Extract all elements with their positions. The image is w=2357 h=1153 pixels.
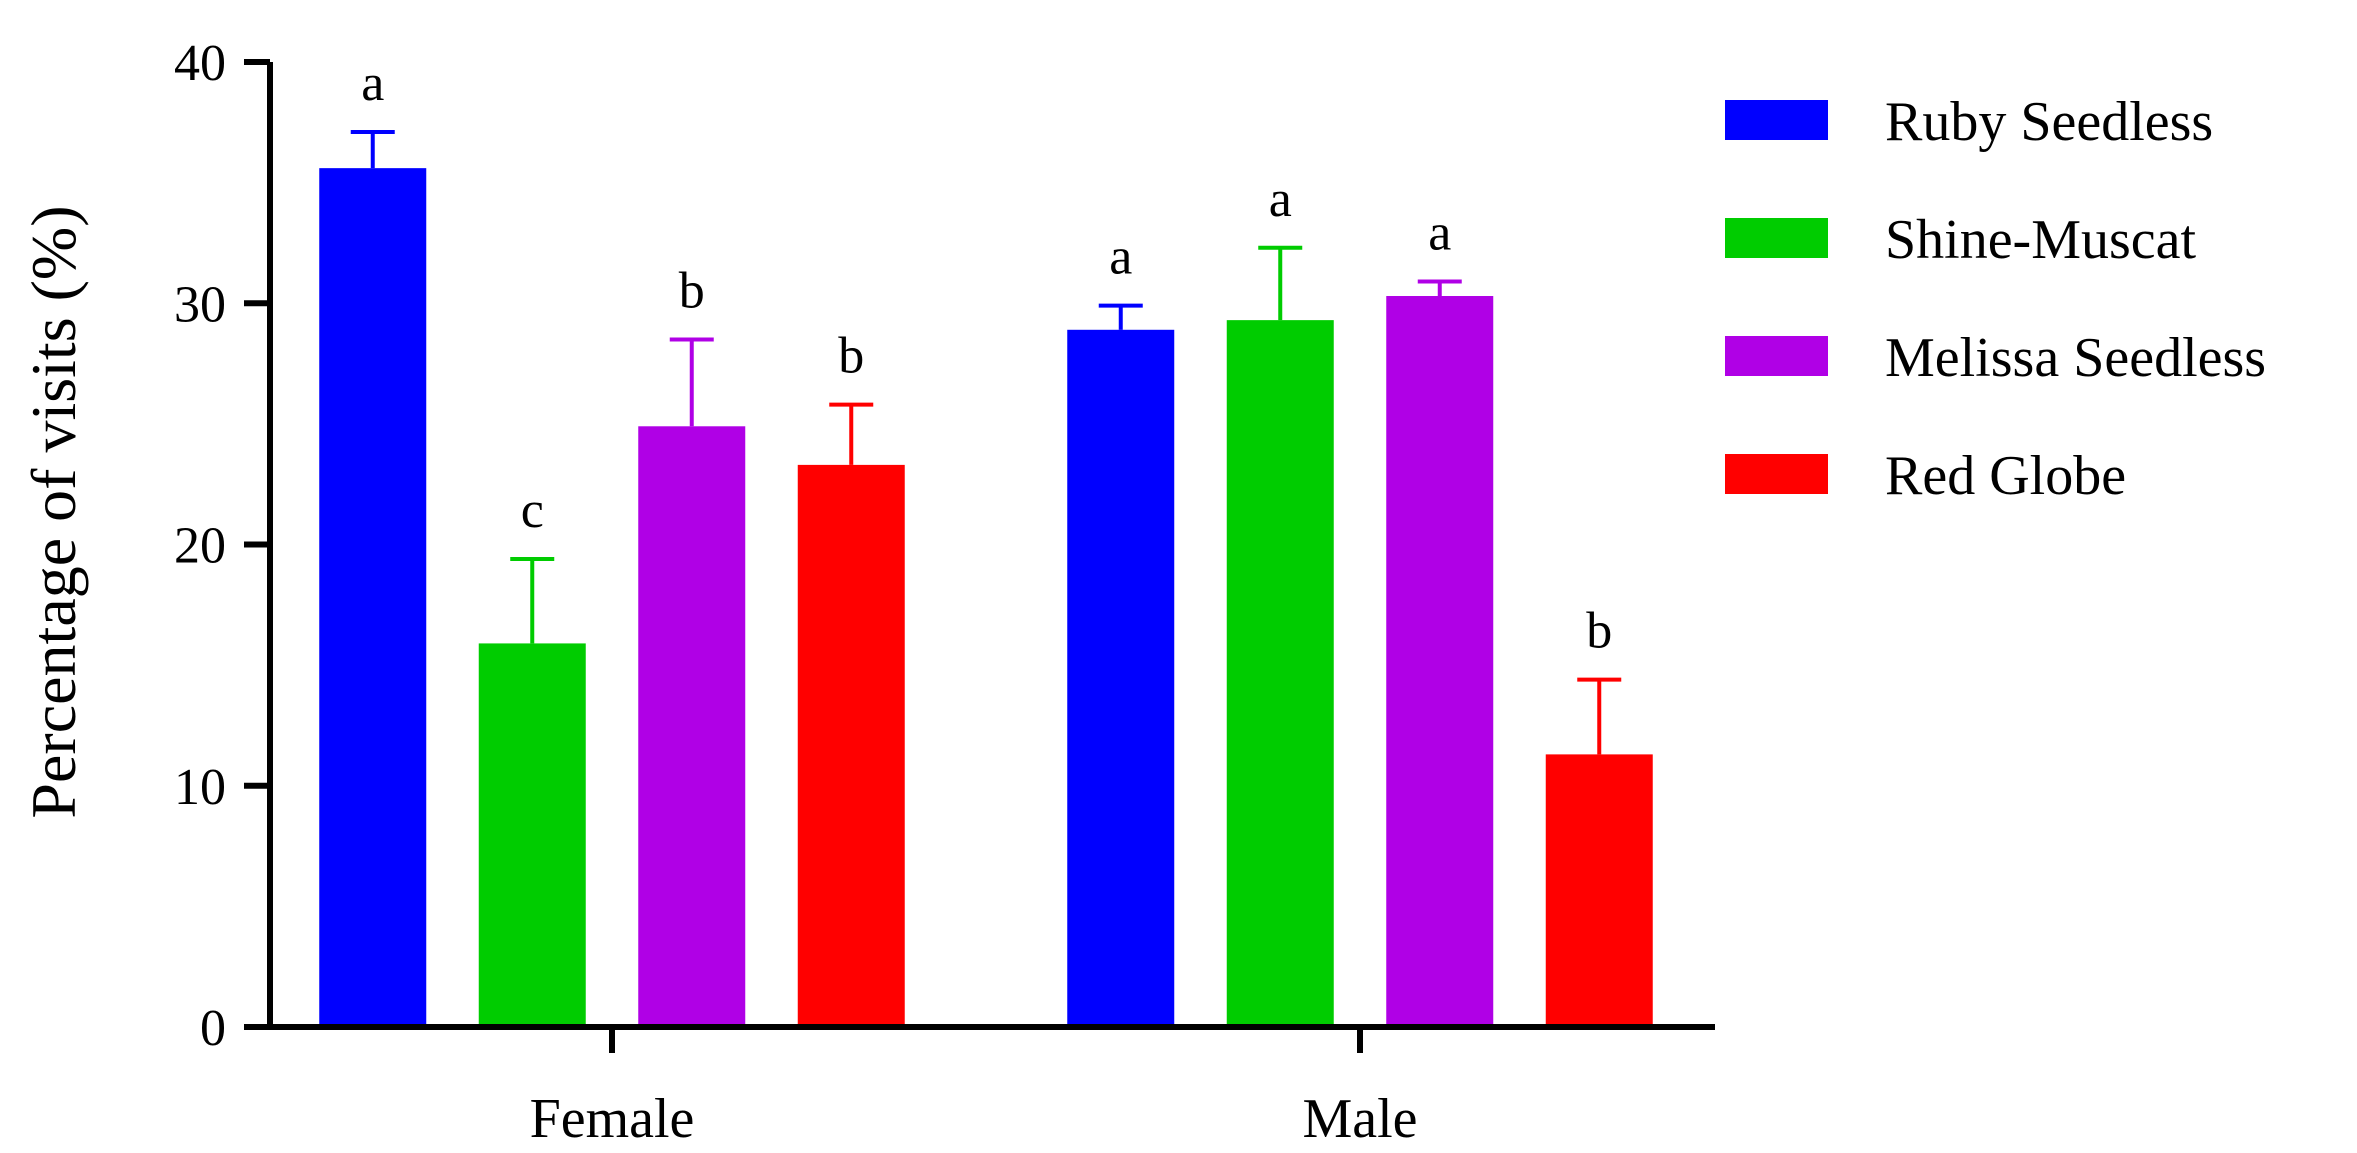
legend-label: Melissa Seedless	[1885, 327, 2266, 389]
x-tick-label-male: Male	[1302, 1088, 1417, 1150]
x-tick-label-female: Female	[530, 1088, 695, 1150]
significance-label: b	[1586, 603, 1612, 660]
legend-swatch	[1725, 218, 1828, 258]
y-tick-label: 10	[174, 759, 226, 816]
legend-item-shine-muscat: Shine-Muscat	[1725, 209, 2197, 271]
legend-swatch	[1725, 100, 1828, 140]
significance-label: a	[1109, 229, 1132, 286]
y-tick-label: 40	[174, 35, 226, 92]
legend-item-red-globe: Red Globe	[1725, 445, 2126, 507]
y-axis-title: Percentage of visits (%)	[18, 205, 89, 818]
y-tick-label: 0	[200, 1000, 226, 1057]
error-bar-male-melissa-seedless	[1417, 279, 1462, 297]
significance-label: c	[521, 482, 544, 539]
legend-label: Shine-Muscat	[1885, 209, 2197, 271]
error-bar-female-ruby-seedless	[350, 129, 395, 169]
bar-male-red-globe	[1545, 754, 1653, 1027]
significance-labels-layer: a c b b a a a b	[361, 55, 1612, 660]
bar-male-ruby-seedless	[1067, 329, 1175, 1028]
significance-label: a	[1269, 171, 1292, 228]
legend-label: Ruby Seedless	[1885, 91, 2213, 153]
error-bar-female-melissa-seedless	[669, 337, 714, 427]
significance-label: b	[838, 328, 864, 385]
legend-swatch	[1725, 454, 1828, 494]
error-bar-female-red-globe	[829, 402, 874, 465]
error-bars-layer	[350, 129, 1622, 755]
error-bar-male-ruby-seedless	[1098, 303, 1143, 330]
error-bar-male-red-globe	[1577, 677, 1622, 755]
bar-male-shine-muscat	[1226, 320, 1334, 1027]
y-tick-label: 30	[174, 276, 226, 333]
legend-label: Red Globe	[1885, 445, 2126, 507]
bar-female-shine-muscat	[478, 643, 586, 1027]
bar-male-melissa-seedless	[1386, 296, 1494, 1027]
error-bar-female-shine-muscat	[510, 556, 555, 644]
significance-label: a	[361, 55, 384, 112]
legend: Ruby Seedless Shine-Muscat Melissa Seedles…	[1725, 91, 2266, 507]
significance-label: b	[679, 262, 705, 319]
y-tick-label: 20	[174, 518, 226, 575]
legend-item-melissa-seedless: Melissa Seedless	[1725, 327, 2266, 389]
bar-female-red-globe	[797, 464, 905, 1027]
legend-item-ruby-seedless: Ruby Seedless	[1725, 91, 2213, 153]
bar-female-melissa-seedless	[638, 426, 746, 1028]
bars-layer	[319, 168, 1653, 1028]
legend-swatch	[1725, 336, 1828, 376]
significance-label: a	[1428, 205, 1451, 262]
axes-layer: 0 10 20 30 40 Female Male	[174, 35, 1715, 1150]
bar-female-ruby-seedless	[319, 168, 427, 1027]
error-bar-male-shine-muscat	[1258, 245, 1303, 321]
